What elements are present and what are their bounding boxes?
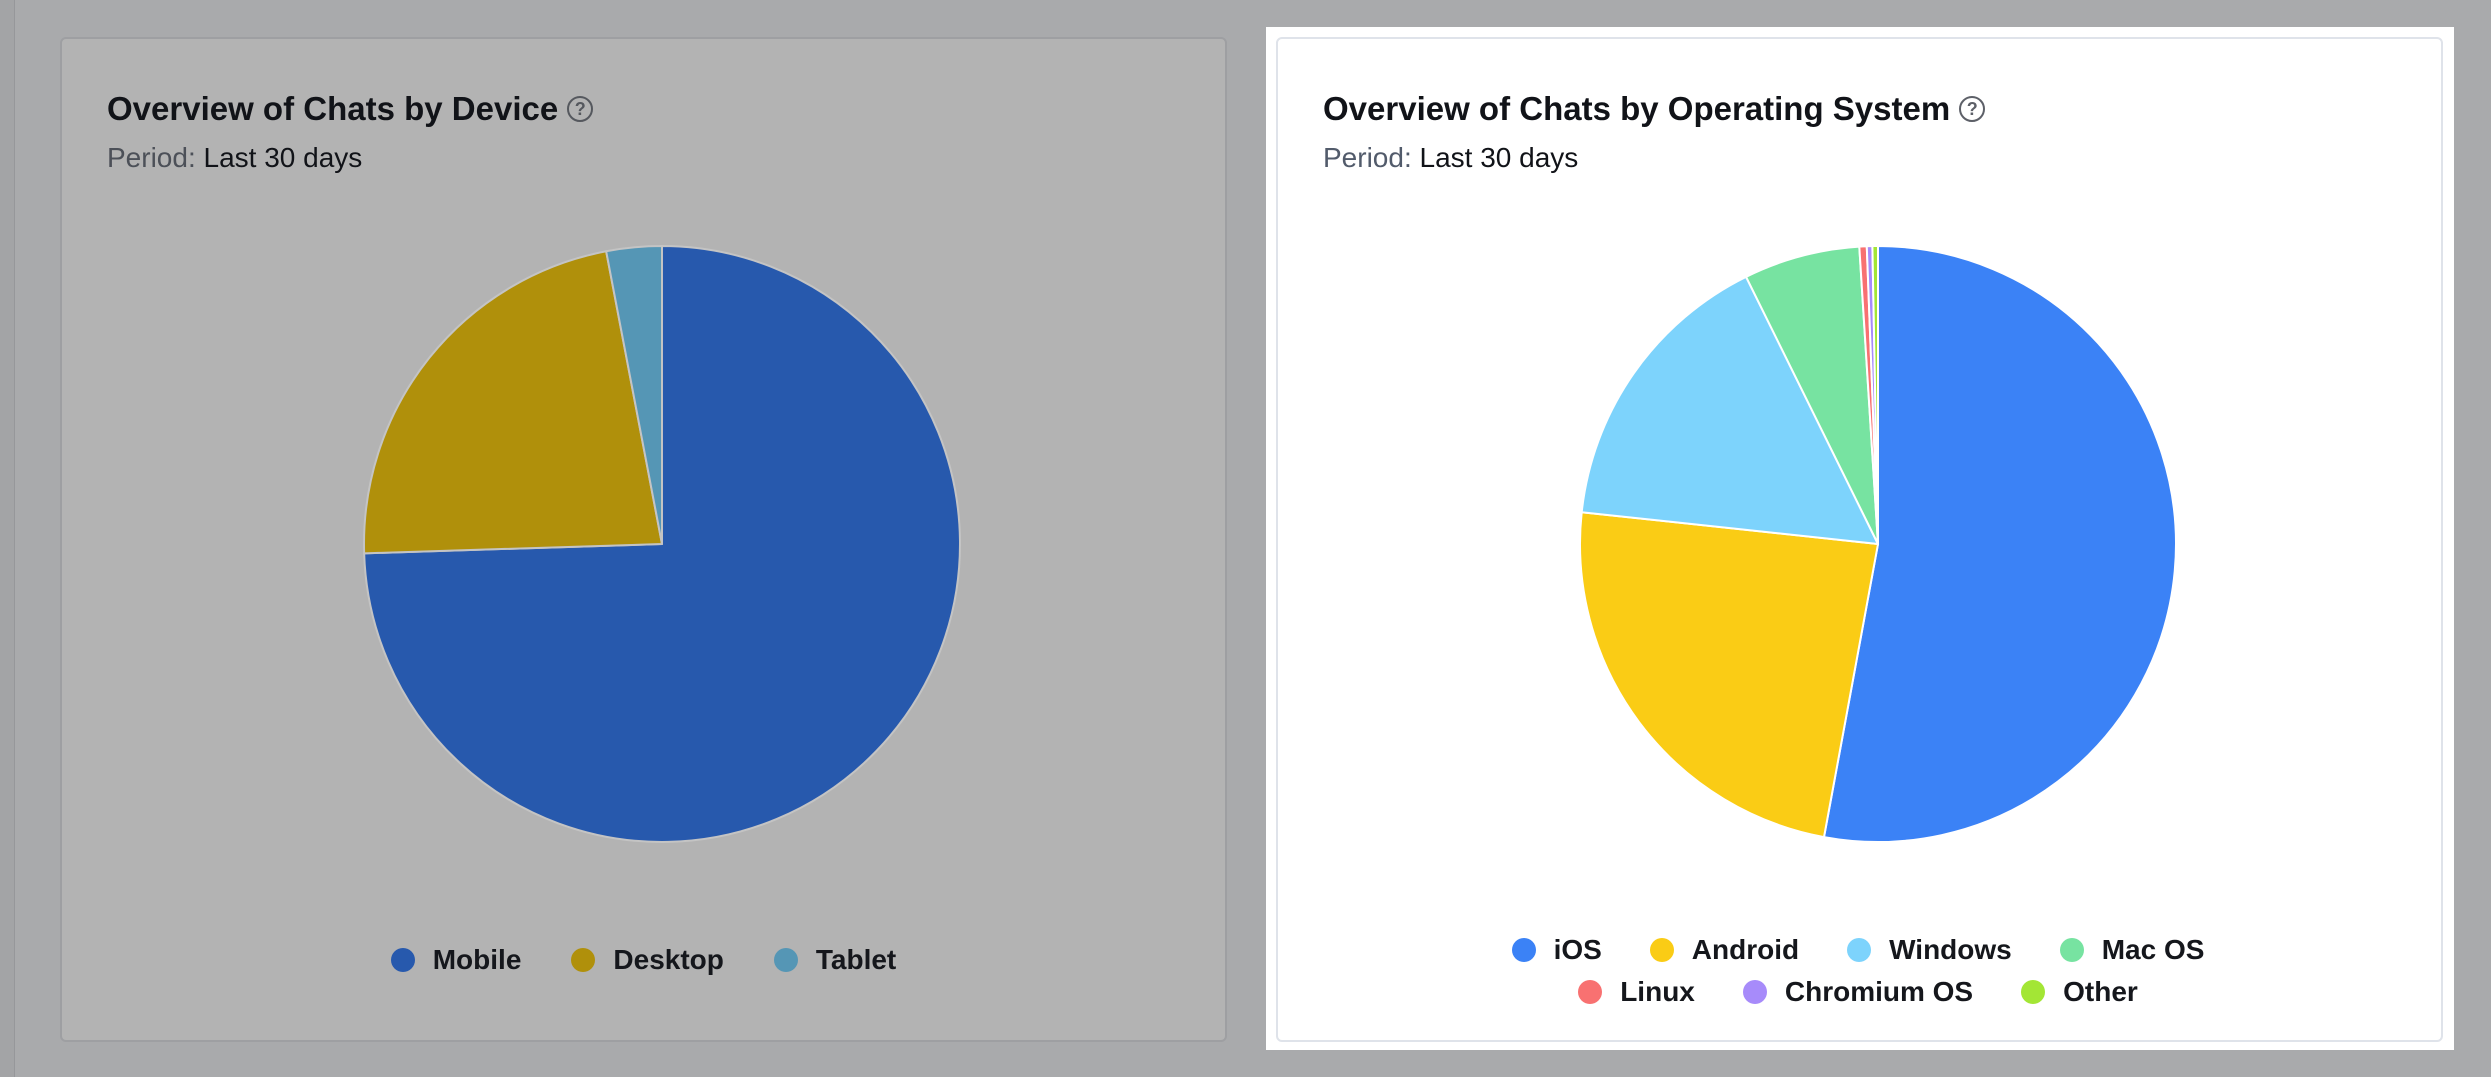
device-chart-title-row: Overview of Chats by Device ?	[107, 89, 594, 129]
legend-item-linux[interactable]: Linux	[1578, 976, 1695, 1008]
legend-item-other[interactable]: Other	[2021, 976, 2138, 1008]
pie-slice-ios[interactable]	[1823, 245, 2177, 843]
legend-item-windows[interactable]: Windows	[1847, 934, 2012, 966]
legend-label: Mobile	[432, 944, 522, 975]
question-circle-icon[interactable]: ?	[1959, 96, 1986, 122]
legend-item-mac-os[interactable]: Mac OS	[2059, 934, 2205, 966]
legend-swatch	[1578, 980, 1603, 1004]
legend-label: Windows	[1889, 934, 2012, 965]
legend-label: Chromium OS	[1784, 976, 1974, 1007]
question-circle-icon[interactable]: ?	[567, 96, 594, 122]
legend-item-android[interactable]: Android	[1649, 934, 1800, 966]
left-edge-strip	[0, 0, 15, 1077]
os-chart-legend: iOS Android Windows Mac OS Linux Chromium OS O…	[1478, 934, 2238, 1008]
legend-swatch	[2021, 980, 2046, 1004]
pie-slice-tablet[interactable]	[605, 245, 663, 545]
period-label: Period:	[107, 142, 196, 173]
device-chart-title: Overview of Chats by Device	[107, 90, 559, 127]
legend-swatch	[2059, 938, 2084, 962]
legend-label: Linux	[1620, 976, 1695, 1007]
pie-slice-windows[interactable]	[1580, 275, 1879, 545]
legend-item-tablet[interactable]: Tablet	[773, 944, 897, 976]
legend-swatch	[1847, 938, 1872, 962]
legend-label: Desktop	[613, 944, 724, 975]
legend-label: Mac OS	[2101, 934, 2205, 965]
device-chart-period: Period: Last 30 days	[107, 142, 362, 174]
period-label: Period:	[1323, 142, 1412, 173]
pie-slice-other[interactable]	[1871, 244, 1879, 545]
legend-item-desktop[interactable]: Desktop	[571, 944, 724, 976]
legend-swatch	[1742, 980, 1767, 1004]
legend-swatch	[390, 948, 415, 972]
os-chart-period: Period: Last 30 days	[1323, 142, 1578, 174]
legend-swatch	[571, 948, 596, 972]
legend-item-chromium-os[interactable]: Chromium OS	[1742, 976, 1974, 1008]
device-pie-chart	[363, 245, 961, 843]
pie-slice-desktop[interactable]	[363, 250, 663, 555]
legend-label: iOS	[1553, 934, 1602, 965]
os-pie-chart	[1579, 244, 2177, 843]
legend-swatch	[1511, 938, 1536, 962]
pie-slice-android[interactable]	[1579, 511, 1879, 839]
legend-label: Tablet	[815, 944, 897, 975]
legend-item-mobile[interactable]: Mobile	[390, 944, 522, 976]
period-value: Last 30 days	[1419, 142, 1579, 173]
device-chart-legend: Mobile Desktop Tablet	[62, 944, 1225, 976]
period-value: Last 30 days	[203, 142, 363, 173]
legend-item-ios[interactable]: iOS	[1511, 934, 1602, 966]
device-chart-card: Overview of Chats by Device ? Period: La…	[60, 37, 1227, 1042]
os-chart-card: Overview of Chats by Operating System ? …	[1276, 37, 2443, 1042]
legend-label: Android	[1691, 934, 1800, 965]
os-chart-title: Overview of Chats by Operating System	[1323, 90, 1951, 127]
legend-swatch	[1649, 938, 1674, 962]
legend-swatch	[773, 948, 798, 972]
os-chart-title-row: Overview of Chats by Operating System ?	[1323, 89, 1986, 129]
pie-slice-mac-os[interactable]	[1745, 245, 1879, 545]
legend-label: Other	[2063, 976, 2138, 1007]
